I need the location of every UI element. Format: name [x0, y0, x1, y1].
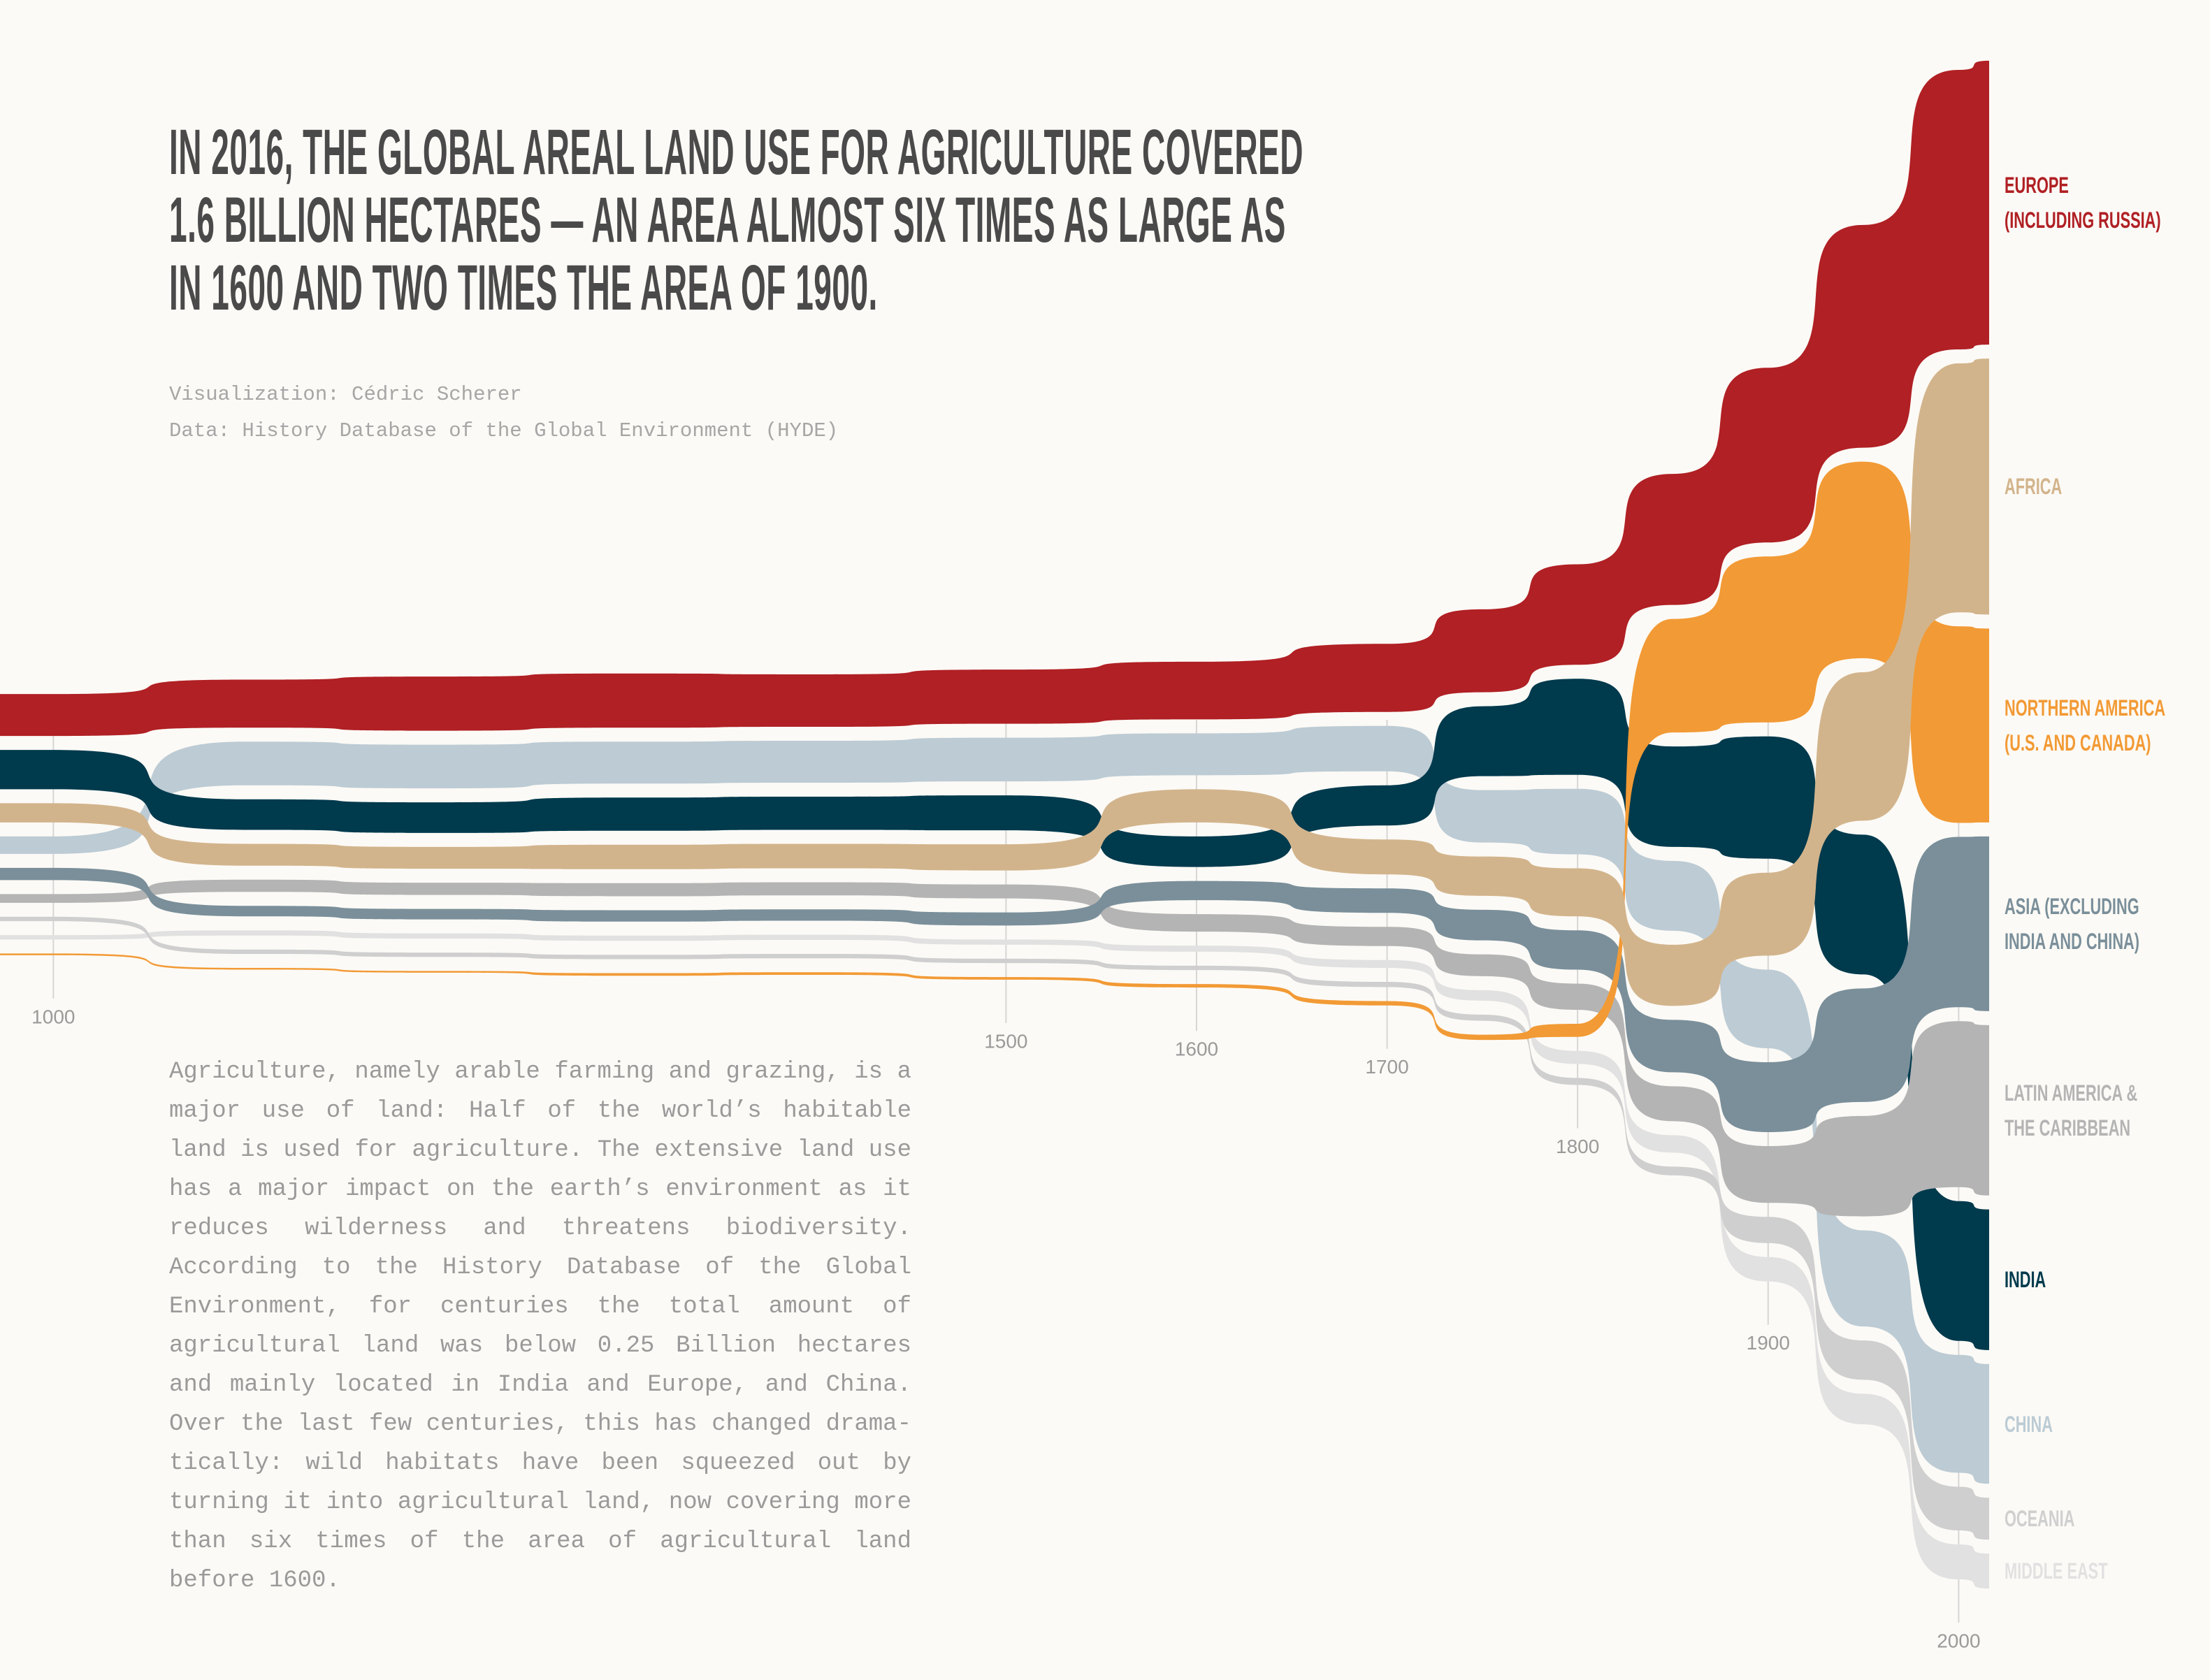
series-label: AFRICA [2005, 474, 2063, 500]
series-label: EUROPE (INCLUDING RUSSIA) [2005, 173, 2161, 233]
series-label: CHINA [2005, 1411, 2053, 1437]
series-label: LATIN AMERICA & THE CARIBBEAN [2005, 1080, 2138, 1140]
credit: Visualization: Cédric Scherer [169, 383, 522, 406]
x-tick-label: 1000 [31, 1006, 75, 1027]
x-tick-label: 1700 [1365, 1056, 1408, 1078]
series-label: NORTHERN AMERICA (U.S. AND CANADA) [2005, 695, 2166, 756]
x-tick-label: 1500 [984, 1030, 1027, 1052]
x-tick-label: 1800 [1556, 1136, 1599, 1157]
chart-title: IN 2016, THE GLOBAL AREAL LAND USE FOR A… [169, 117, 1303, 324]
series-label: OCEANIA [2005, 1506, 2075, 1532]
band [0, 879, 1989, 1217]
series-label: MIDDLE EAST [2005, 1558, 2108, 1584]
band [0, 359, 1989, 1006]
series-label: ASIA (EXCLUDING INDIA AND CHINA) [2005, 893, 2140, 954]
x-tick-label: 1900 [1747, 1332, 1790, 1354]
credit: Data: History Database of the Global Env… [169, 419, 839, 442]
band [0, 836, 1989, 1132]
series-label: INDIA [2005, 1267, 2046, 1293]
bands [0, 60, 1989, 1589]
x-tick-labels: 1000 1500 1600 1700 1800 1900 2000 [31, 1006, 1980, 1651]
x-tick-label: 1600 [1175, 1038, 1218, 1060]
band [0, 679, 1989, 1350]
description: Agriculture, namely arable farming and g… [169, 1059, 911, 1594]
x-tick-label: 2000 [1937, 1630, 1980, 1651]
